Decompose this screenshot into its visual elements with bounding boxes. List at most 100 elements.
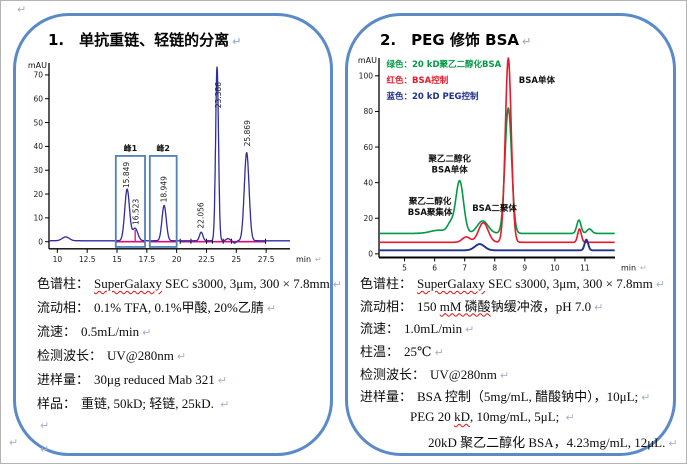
- paragraph-mark: ↵: [434, 346, 444, 360]
- x-tick-label: 15: [112, 255, 122, 264]
- spec-value: 0.1% TFA, 0.1%甲酸, 20%乙腈: [94, 300, 264, 315]
- spec-value: UV@280nm: [430, 366, 497, 382]
- spec-value: PEG 20: [410, 409, 455, 425]
- spec-value: 重链, 50kD; 轻链, 25kD.: [81, 396, 218, 411]
- y-tick-label: 60: [33, 95, 43, 104]
- chromatogram-chart-mab: 10 12.5 15 17.5 20 22.5 25 27.5010203040506070m…: [28, 61, 322, 264]
- x-tick-label: 9: [522, 263, 527, 272]
- spec-label: 色谱柱：: [360, 276, 413, 291]
- spec-label: 色谱柱：: [37, 276, 90, 291]
- spec-line: 流动相： 150 mM 磷酸钠缓冲液，pH 7.0 ↵: [360, 296, 678, 319]
- specs-list-1: 色谱柱： SuperGalaxy SEC s3000, 3μm, 300 × 7.…: [37, 273, 342, 463]
- y-tick-label: 30: [33, 166, 43, 175]
- spec-line: 进样量： 30μg reduced Mab 321 ↵: [37, 369, 342, 393]
- x-tick-label: 25: [232, 255, 242, 264]
- x-tick-label: 8: [492, 263, 497, 272]
- paragraph-mark: ↵: [217, 374, 227, 387]
- panel-1-title-text: 单抗重链、轻链的分离: [79, 31, 230, 49]
- spec-value: 0.5mL/min: [81, 324, 140, 339]
- spec-label: 流动相：: [37, 300, 90, 315]
- paragraph-mark: ↵: [176, 350, 187, 363]
- paragraph-mark: ↵: [266, 302, 277, 315]
- x-tick-label: 5: [402, 263, 407, 272]
- paragraph-mark: ↵: [315, 255, 322, 264]
- spec-line: 流速： 0.5mL/min ↵: [37, 321, 342, 345]
- peak-retention-label: 18.949: [160, 176, 169, 202]
- spec-line: ↵: [37, 441, 342, 463]
- spec-value: SEC s3000, 3μm, 300 × 7.8mm: [484, 276, 653, 291]
- panel-peg-bsa: 2. PEG 修饰 BSA ↵ 5 6 7 8 9 10 11 0 20 40 60 80 100 mAU mi…: [345, 13, 678, 456]
- spec-label: 流动相：: [360, 298, 413, 314]
- x-tick-label: 27.5: [258, 255, 275, 264]
- paragraph-mark: ↵: [465, 323, 475, 337]
- paragraph-mark: ↵: [565, 411, 575, 425]
- y-axis-unit: mAU: [28, 61, 47, 70]
- peak-group-label: 峰2: [156, 143, 170, 153]
- peak-annotation: BSA聚集体: [408, 207, 453, 218]
- paragraph-mark: ↵: [9, 436, 19, 449]
- paragraph-mark: ↵: [594, 300, 604, 314]
- paragraph-mark: ↵: [641, 391, 651, 405]
- legend-item: 绿色：20 kD聚乙二醇化BSA: [387, 59, 502, 70]
- spec-line: 样品： 重链, 50kD; 轻链, 25kD. ↵: [37, 393, 342, 417]
- y-tick-label: 50: [33, 118, 43, 127]
- panel-1-number: 1.: [48, 31, 65, 49]
- x-axis-unit: min: [296, 255, 311, 264]
- paragraph-mark: ↵: [40, 419, 50, 432]
- spec-value: , 10mg/mL, 5μL;: [469, 409, 563, 425]
- paragraph-mark: ↵: [17, 3, 27, 16]
- y-tick-label: 0: [38, 238, 43, 247]
- y-tick-label: 60: [363, 143, 373, 152]
- x-tick-label: 20: [172, 255, 182, 264]
- paragraph-mark: ↵: [220, 398, 230, 411]
- paragraph-mark: ↵: [232, 35, 242, 48]
- series-curve: [378, 57, 615, 244]
- spec-line: 进样量： BSA 控制（5mg/mL, 醋酸钠中），10μL; ↵: [360, 386, 678, 409]
- spec-label: 流速：: [37, 324, 77, 339]
- peak-annotation: 聚乙二醇化: [427, 153, 471, 164]
- spec-value: BSA 控制（5mg/mL, 醋酸钠中），10μL;: [417, 389, 639, 405]
- x-tick-label: 22.5: [198, 255, 215, 264]
- panel-2-title-text: PEG 修饰 BSA: [411, 31, 519, 49]
- spec-value: 30μg reduced Mab 321: [94, 372, 215, 387]
- peak-retention-label: 25.869: [243, 120, 252, 146]
- peak-retention-label: 15.849: [122, 162, 131, 188]
- spec-value: 1.0mL/min: [404, 321, 463, 337]
- spec-value: 25℃: [404, 344, 432, 360]
- panel-mab-separation: 1. 单抗重链、轻链的分离 ↵ 10 12.5 15 17.5 20 22.5 25 27.5 0 1…: [13, 13, 342, 456]
- paragraph-mark: ↵: [640, 263, 647, 272]
- spec-label: 流速：: [360, 321, 400, 337]
- spec-line: 检测波长： UV@280nm ↵: [37, 345, 342, 369]
- legend-item: 红色：BSA控制: [387, 75, 449, 86]
- paragraph-mark: ↵: [668, 436, 678, 450]
- spec-value: 钠缓冲液，pH 7.0: [490, 298, 592, 314]
- y-tick-label: 20: [33, 190, 43, 199]
- spec-line: 流速： 1.0mL/min ↵: [360, 318, 678, 341]
- spec-value-spellcheck: SuperGalaxy: [94, 276, 162, 291]
- series-curve: [48, 66, 291, 244]
- spec-line: 20kD 聚乙二醇化 BSA，4.23mg/mL, 12μL. ↵: [360, 432, 678, 455]
- x-tick-label: 10: [550, 263, 560, 272]
- x-tick-label: 11: [580, 263, 590, 272]
- peak-group-box: [114, 155, 146, 248]
- spec-line: 流动相： 0.1% TFA, 0.1%甲酸, 20%乙腈 ↵: [37, 297, 342, 321]
- peak-retention-label: 22.056: [197, 202, 206, 228]
- specs-list-2: 色谱柱： SuperGalaxy SEC s3000, 3μm, 300 × 7.…: [360, 273, 678, 455]
- y-tick-label: 40: [33, 142, 43, 151]
- spec-value-spellcheck: SuperGalaxy: [417, 276, 485, 291]
- spec-label: 样品：: [37, 396, 77, 411]
- peak-annotation: BSA单体: [519, 75, 556, 86]
- y-tick-label: 20: [363, 214, 373, 223]
- y-tick-label: 100: [359, 72, 374, 81]
- paragraph-mark: ↵: [332, 278, 342, 291]
- x-tick-label: 7: [462, 263, 467, 272]
- paragraph-mark: ↵: [499, 368, 510, 382]
- spec-line: 柱温： 25℃ ↵: [360, 341, 678, 364]
- peak-annotation: BSA单体: [432, 164, 469, 175]
- panel-2-number: 2.: [380, 31, 397, 49]
- peak-group-box: [148, 155, 178, 248]
- x-axis-unit: min: [621, 263, 636, 272]
- x-tick-label: 17.5: [138, 255, 155, 264]
- panel-2-title: 2. PEG 修饰 BSA ↵: [380, 29, 531, 50]
